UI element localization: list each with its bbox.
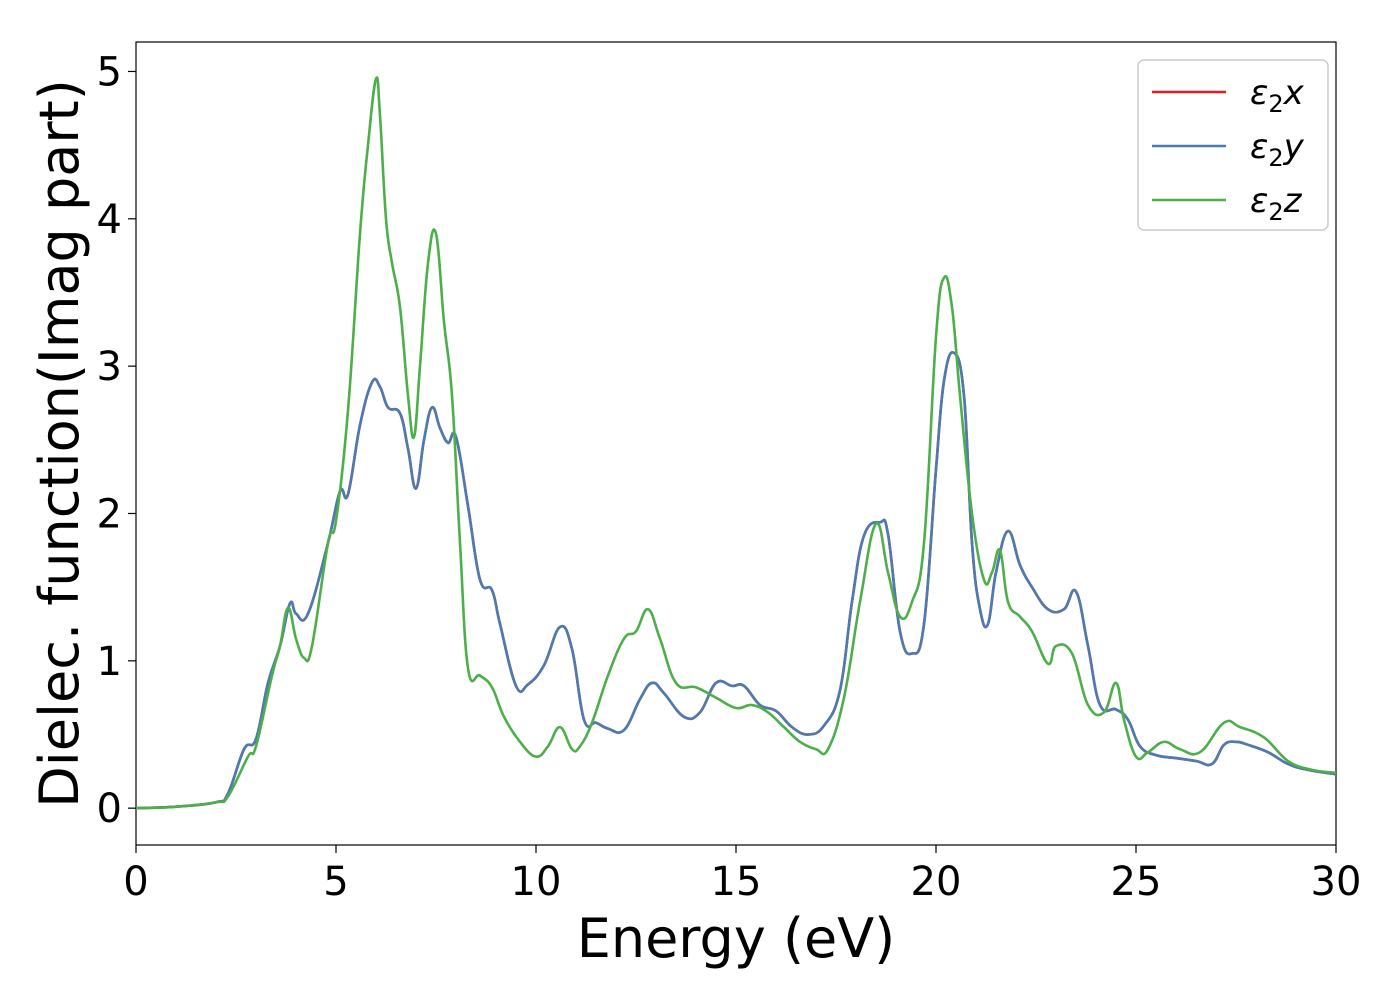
x-tick-label: 25 <box>1111 859 1162 905</box>
x-tick-label: 10 <box>511 859 562 905</box>
x-tick-label: 20 <box>911 859 962 905</box>
x-axis-ticks: 0 5 10 15 20 25 30 <box>123 845 1361 905</box>
legend-label-z: ε2z <box>1250 181 1303 226</box>
legend: ε2x ε2y ε2z <box>1137 59 1329 231</box>
y-axis-ticks: 0 1 2 3 4 5 <box>97 49 136 832</box>
x-tick-label: 5 <box>323 859 348 905</box>
y-tick-label: 1 <box>97 639 122 685</box>
legend-box <box>1137 59 1329 231</box>
legend-label-y: ε2y <box>1250 127 1305 172</box>
plot-frame <box>135 41 1337 846</box>
y-tick-label: 4 <box>97 197 122 243</box>
y-tick-label: 3 <box>97 344 122 390</box>
plot-area: 0 5 10 15 20 25 30 0 1 2 3 4 5 <box>97 41 1361 905</box>
x-tick-label: 0 <box>123 859 148 905</box>
series-lines <box>136 76 1336 810</box>
series-line-y <box>136 350 1336 810</box>
legend-label-x: ε2x <box>1250 73 1305 118</box>
x-tick-label: 15 <box>711 859 762 905</box>
y-tick-label: 2 <box>97 491 122 537</box>
y-axis-title: Dielec. function(Imag part) <box>28 79 91 808</box>
series-line-z <box>136 76 1336 810</box>
y-tick-label: 5 <box>97 49 122 95</box>
y-tick-label: 0 <box>97 786 122 832</box>
x-axis-title: Energy (eV) <box>577 907 896 970</box>
x-tick-label: 30 <box>1311 859 1362 905</box>
